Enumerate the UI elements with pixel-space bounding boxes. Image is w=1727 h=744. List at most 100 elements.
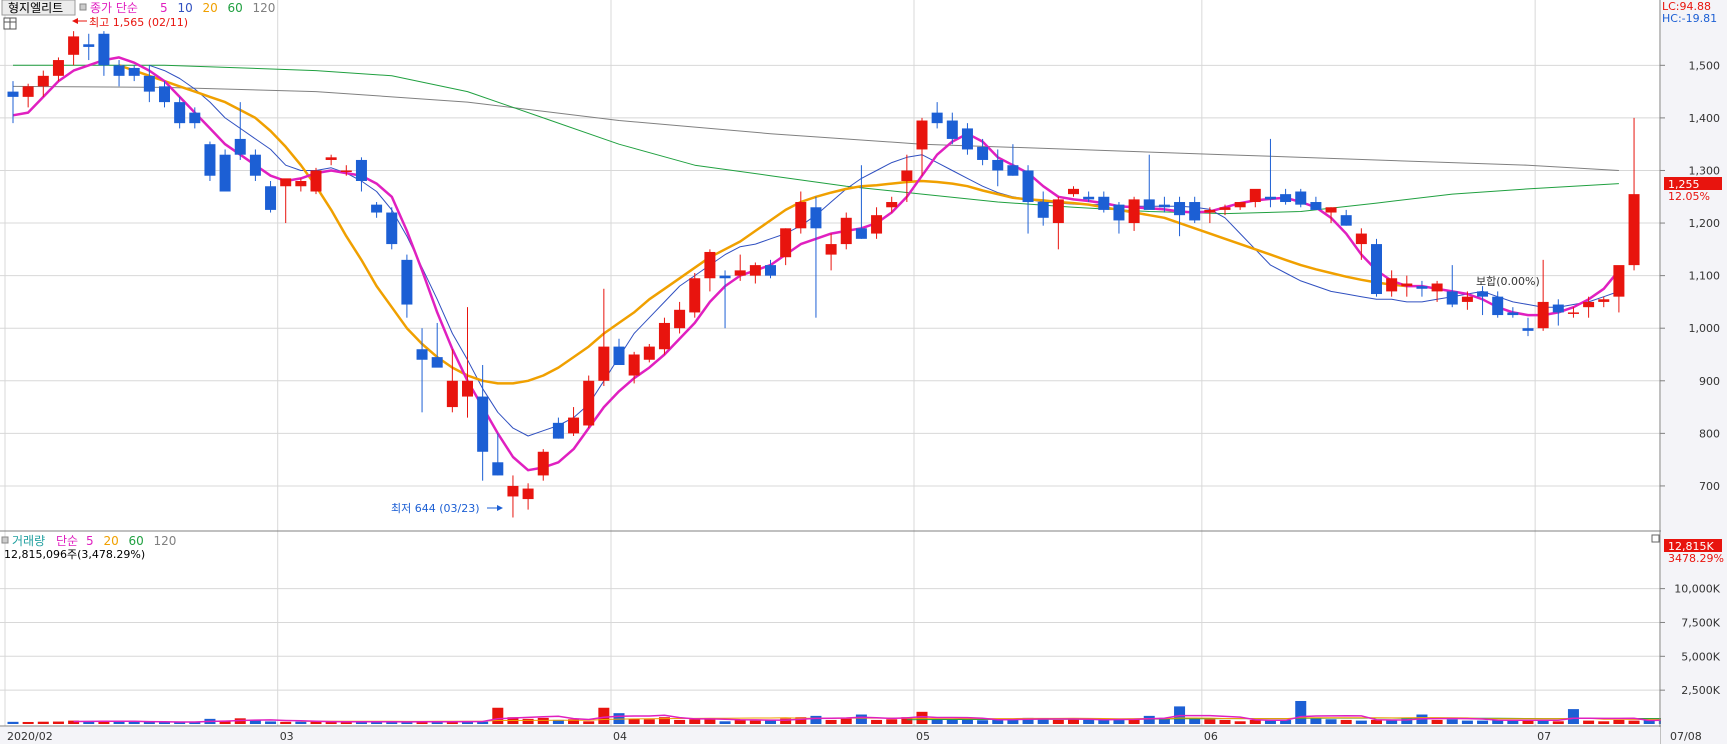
price-tick-label: 800: [1699, 427, 1720, 440]
candle: [961, 123, 973, 155]
candle-body: [946, 120, 958, 139]
candle-body: [98, 33, 110, 66]
volume-bar: [1431, 719, 1443, 724]
candle-body: [507, 485, 519, 497]
candle: [658, 317, 670, 355]
volume-bar: [522, 718, 534, 724]
volume-bar: [946, 719, 958, 724]
price-legend-toggle-icon[interactable]: [79, 3, 87, 11]
candle: [1234, 202, 1246, 210]
candle-body: [462, 380, 473, 397]
candle: [613, 338, 625, 366]
candle-body: [22, 86, 34, 97]
volume-bar: [371, 721, 383, 724]
candle-body: [689, 278, 701, 313]
candle: [1507, 307, 1519, 318]
candle: [1204, 207, 1216, 224]
candle-body: [1583, 301, 1595, 308]
candle-body: [7, 91, 19, 97]
candle: [507, 475, 519, 518]
last-volume-tag-box: [1664, 539, 1722, 552]
candle: [795, 191, 807, 234]
candle: [1174, 196, 1186, 237]
candle: [1567, 307, 1579, 318]
candle: [98, 31, 110, 76]
candle: [1522, 317, 1534, 337]
date-axis-panel: [0, 727, 1660, 744]
volume-bar: [52, 721, 64, 724]
candle: [431, 322, 443, 368]
candle: [143, 65, 155, 103]
candle-body: [1113, 204, 1125, 221]
candle: [128, 65, 140, 82]
volume-legend-period: 60: [129, 534, 144, 548]
candle-body: [734, 270, 746, 276]
volume-bar: [431, 721, 443, 724]
candle: [1401, 275, 1413, 297]
candle: [734, 254, 746, 281]
candle-body: [371, 204, 383, 213]
volume-bar: [1310, 718, 1322, 724]
volume-legend-periods: 5 20 60 120: [86, 534, 176, 548]
stock-name-box[interactable]: [1, 0, 76, 16]
candle: [1355, 228, 1367, 260]
volume-bar: [113, 721, 125, 724]
volume-bar: [7, 721, 19, 724]
candle-body: [825, 244, 837, 255]
candle-body: [416, 349, 428, 360]
candle-body: [113, 65, 125, 76]
candle-body: [68, 36, 80, 55]
candle: [1340, 209, 1352, 226]
volume-bar: [1628, 720, 1640, 724]
volume-tick-label: 2,500K: [1681, 684, 1720, 697]
candle: [1552, 299, 1564, 326]
candle: [886, 196, 898, 213]
candle-body: [1628, 194, 1640, 266]
volume-bar: [1068, 719, 1079, 724]
candle: [1431, 280, 1443, 302]
volume-bar: [128, 721, 140, 724]
candle-body: [795, 202, 807, 229]
candle-body: [1264, 196, 1276, 200]
volume-tick-label: 7,500K: [1681, 616, 1720, 629]
volume-bar: [1643, 719, 1655, 724]
volume-bar: [871, 719, 883, 724]
date-tick-label: 04: [613, 730, 627, 743]
candle: [37, 70, 49, 97]
price-tick-label: 700: [1699, 480, 1720, 493]
candle-body: [658, 322, 670, 350]
volume-bar: [1461, 720, 1473, 724]
volume-bar: [1477, 720, 1489, 724]
candle-body: [1507, 312, 1519, 316]
candle-body: [1280, 194, 1292, 203]
candle-body: [1128, 199, 1140, 224]
candle: [1628, 117, 1640, 271]
candle-body: [901, 170, 913, 181]
volume-ma5-line: [73, 685, 1681, 723]
candle: [628, 351, 640, 384]
candle-body: [1386, 278, 1398, 292]
volume-bar: [355, 721, 367, 724]
volume-legend-toggle-icon[interactable]: [1, 536, 9, 544]
volume-bar: [1037, 719, 1049, 724]
candle-body: [174, 102, 186, 124]
candle-body: [355, 159, 367, 181]
price-tick-label: 1,400: [1689, 112, 1721, 125]
volume-bar: [825, 719, 837, 724]
candle: [1598, 296, 1610, 308]
candle: [204, 141, 216, 181]
candle-body: [446, 380, 458, 408]
candle-body: [401, 259, 413, 305]
candle: [340, 165, 352, 176]
date-tick-label: 2020/02: [7, 730, 53, 743]
candle: [1068, 186, 1079, 197]
volume-bar: [1386, 720, 1398, 724]
volume-bar: [628, 718, 640, 724]
last-volume-change-tag: 3478.29%: [1668, 552, 1724, 565]
volume-bar: [159, 721, 170, 724]
volume-bar: [37, 721, 49, 724]
volume-pane-close-icon[interactable]: [1651, 534, 1660, 543]
candle-body: [1295, 191, 1307, 205]
candle-body: [1431, 283, 1443, 292]
